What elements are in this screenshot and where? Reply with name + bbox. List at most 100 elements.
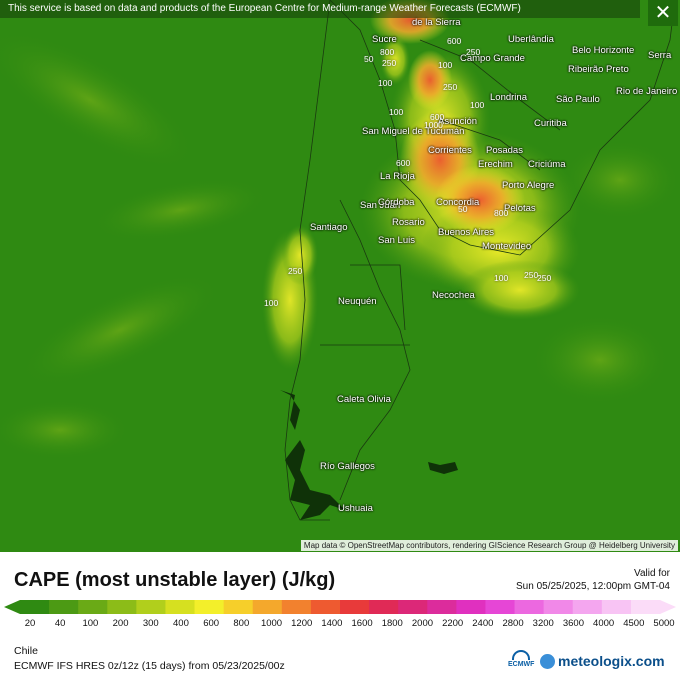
contour-label: 100 <box>378 78 393 88</box>
contour-label: 50 <box>458 204 468 214</box>
city-label: Sucre <box>372 34 397 45</box>
scale-tick-label: 4000 <box>593 618 615 629</box>
city-label: Uberlândia <box>508 34 554 45</box>
model-run-label: ECMWF IFS HRES 0z/12z (15 days) from 05/… <box>14 660 285 672</box>
country-borders <box>284 0 676 521</box>
contour-label: 100 <box>438 60 453 70</box>
patagonia-islands <box>280 390 458 520</box>
city-label: Belo Horizonte <box>572 45 635 56</box>
ecmwf-logo-icon <box>512 650 530 660</box>
contour-label: 600 <box>447 36 462 46</box>
city-label: São Paulo <box>556 94 600 105</box>
scale-tick-label: 1000 <box>260 618 283 629</box>
city-label: Córdoba <box>378 197 415 208</box>
legend-title: CAPE (most unstable layer) (J/kg) <box>14 569 336 591</box>
ecmwf-logo-text: ECMWF <box>508 661 535 668</box>
contour-label: 800 <box>380 47 395 57</box>
scale-tick-label: 800 <box>233 618 250 629</box>
scale-arrow-right <box>660 600 676 614</box>
city-label: Corrientes <box>428 145 472 156</box>
city-label: Buenos Aires <box>438 227 494 238</box>
scale-tick-label: 300 <box>142 618 159 629</box>
city-label: Asunción <box>438 116 478 127</box>
contour-label: 100 <box>389 107 404 117</box>
city-label: Pelotas <box>504 203 536 214</box>
contour-label: 250 <box>443 82 458 92</box>
scale-tick-label: 400 <box>173 618 189 629</box>
scale-cell <box>194 600 225 614</box>
city-label: Montevideo <box>482 241 532 252</box>
close-icon[interactable]: ✕ <box>648 0 678 26</box>
contour-label: 100 <box>264 298 279 308</box>
city-label: Caleta Olivia <box>337 394 391 405</box>
color-scale-bar <box>4 600 676 614</box>
scale-cell <box>252 600 283 614</box>
city-label: San Juan <box>360 200 401 211</box>
city-label: San Luis <box>378 235 415 246</box>
scale-cell <box>49 600 79 614</box>
scale-tick-label: 100 <box>82 618 99 629</box>
contour-label: 600 <box>430 112 445 122</box>
scale-tick-label: 20 <box>24 618 36 629</box>
valid-time: Sun 05/25/2025, 12:00pm GMT-04 <box>516 581 670 592</box>
meteologix-globe-icon <box>540 654 555 669</box>
city-label: Río Gallegos <box>320 461 375 472</box>
contour-label: 250 <box>524 270 539 280</box>
city-label: Necochea <box>432 290 475 301</box>
city-label: Londrina <box>490 92 527 103</box>
scale-cell <box>340 600 370 614</box>
scale-tick-label: 2200 <box>442 618 464 629</box>
scale-tick-label: 2000 <box>411 618 434 629</box>
city-label: Ribeirão Preto <box>568 64 629 75</box>
contour-label: 100 <box>494 273 509 283</box>
contour-label: 250 <box>466 47 481 57</box>
scale-cell <box>165 600 196 614</box>
scale-cell <box>514 600 545 614</box>
scale-tick-label: 1800 <box>381 618 403 629</box>
city-label: Posadas <box>486 145 523 156</box>
map-attribution[interactable]: Map data © OpenStreetMap contributors, r… <box>300 540 678 551</box>
city-label: Porto Alegre <box>502 180 555 191</box>
contour-label: 100 <box>470 100 485 110</box>
city-label: Ushuaia <box>338 503 373 514</box>
scale-tick-label: 1200 <box>291 618 313 629</box>
scale-cell <box>601 600 632 614</box>
scale-cell <box>369 600 399 614</box>
scale-tick-label: 3200 <box>532 618 554 629</box>
scale-tick-label: 600 <box>203 618 220 629</box>
cape-field-low <box>0 30 680 460</box>
contour-label: 1000 <box>424 120 443 130</box>
scale-tick-label: 1400 <box>321 618 343 629</box>
scale-tick-label: 3600 <box>562 618 584 629</box>
contour-label: 600 <box>396 158 411 168</box>
color-scale-ticks: 20 40 100 200 300 400 600 800 1000 1200 1400 1600 18… <box>4 618 676 632</box>
city-label: Campo Grande <box>460 53 525 64</box>
city-label: Concordia <box>436 197 480 208</box>
region-label: Chile <box>14 645 38 657</box>
contour-label: 250 <box>537 273 552 283</box>
city-label: La Rioja <box>380 171 415 182</box>
city-label: Santiago <box>310 222 348 233</box>
scale-tick-label: 1600 <box>351 618 373 629</box>
ecmwf-notice-banner: This service is based on data and produc… <box>0 0 640 18</box>
contour-label: 800 <box>494 208 509 218</box>
scale-tick-label: 2800 <box>502 618 524 629</box>
meteologix-brand[interactable]: meteologix.com <box>558 653 665 669</box>
map-canvas <box>0 0 680 521</box>
city-label: Serra <box>648 50 672 61</box>
scale-cell <box>398 600 428 614</box>
cape-map[interactable]: This service is based on data and produc… <box>0 0 680 552</box>
ecmwf-logo[interactable]: ECMWF <box>508 650 534 668</box>
scale-cell <box>485 600 516 614</box>
scale-tick-label: 4500 <box>623 618 645 629</box>
contour-label: 50 <box>364 54 374 64</box>
city-label: Neuquén <box>338 296 377 307</box>
city-label: Curitiba <box>534 118 567 129</box>
scale-cell <box>78 600 108 614</box>
scale-tick-label: 200 <box>112 618 129 629</box>
scale-cell <box>107 600 137 614</box>
cape-field-chile <box>262 225 318 370</box>
city-label: San Miguel de Tucumán <box>362 126 465 137</box>
scale-cell <box>427 600 457 614</box>
scale-cell <box>136 600 166 614</box>
